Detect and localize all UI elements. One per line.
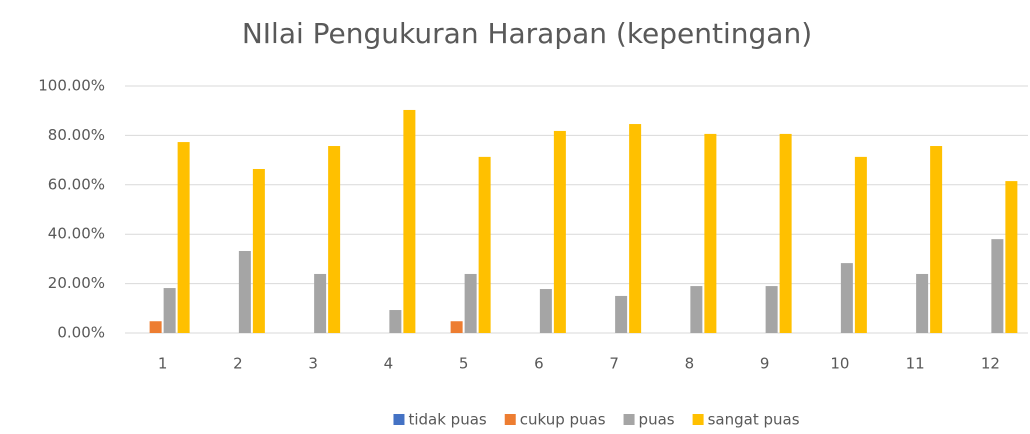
x-tick-label: 5 [459,355,469,373]
y-tick-label: 0.00% [57,324,105,342]
y-tick-label: 80.00% [48,126,105,144]
bar [450,321,463,333]
legend-swatch [692,414,704,425]
bar [314,273,327,333]
bar [690,286,703,333]
x-tick-label: 12 [981,355,1000,373]
y-tick-label: 100.00% [38,77,105,95]
x-tick-label: 2 [233,355,243,373]
bar [840,263,853,333]
x-tick-label: 10 [830,355,849,373]
chart-title: NIlai Pengukuran Harapan (kepentingan) [242,17,812,50]
x-tick-label: 4 [384,355,394,373]
bar [177,142,190,333]
legend-swatch [504,414,516,425]
bar [238,250,251,333]
bar [930,146,943,333]
bar [389,310,402,333]
bar [252,168,265,333]
legend-label: sangat puas [708,411,800,429]
bar [478,156,491,333]
bar [553,130,566,333]
bar [991,239,1004,333]
x-tick-label: 7 [609,355,619,373]
bar [464,273,477,333]
bar [765,286,778,333]
legend-label: tidak puas [408,411,486,429]
x-tick-label: 6 [534,355,544,373]
bar [1005,181,1018,333]
bar [163,288,176,333]
x-tick-label: 1 [158,355,168,373]
x-tick-label: 8 [685,355,695,373]
legend-swatch [393,414,405,425]
x-tick-label: 9 [760,355,770,373]
bar [704,133,717,333]
legend-swatch [623,414,635,425]
bar [779,133,792,333]
x-tick-label: 11 [906,355,925,373]
bar [403,109,416,333]
bar [854,156,867,333]
x-tick-label: 3 [308,355,318,373]
y-tick-label: 20.00% [48,274,105,292]
legend-label: puas [639,411,675,429]
bar [149,321,162,333]
bar [629,124,642,334]
legend-label: cukup puas [520,411,606,429]
bar [539,289,552,333]
y-tick-label: 40.00% [48,225,105,243]
bar [916,273,929,333]
y-tick-label: 60.00% [48,175,105,193]
bar [328,146,341,333]
bar [615,295,628,333]
